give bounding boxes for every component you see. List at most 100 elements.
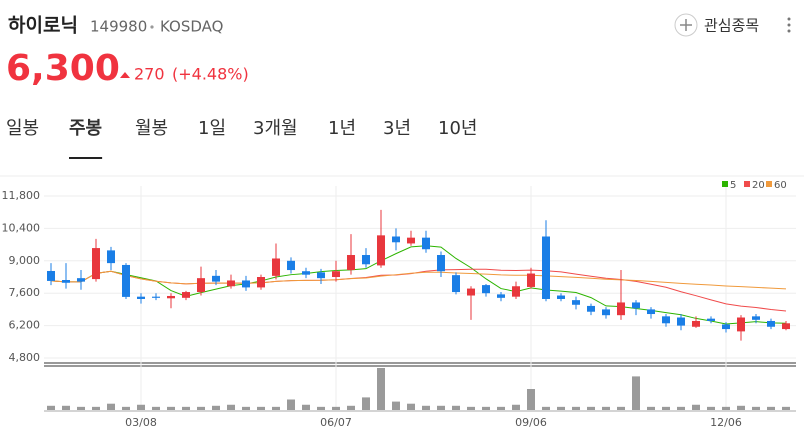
tab[interactable]: 1년 bbox=[328, 118, 356, 139]
y-tick-label: 10,400 bbox=[2, 221, 41, 234]
legend-label: 20 bbox=[752, 180, 765, 191]
x-tick-label: 12/06 bbox=[710, 416, 742, 429]
volume-bar bbox=[392, 401, 400, 410]
candle-body bbox=[362, 255, 370, 265]
candle-body bbox=[647, 309, 655, 315]
volume-bar bbox=[347, 405, 355, 410]
volume-bar bbox=[737, 405, 745, 410]
candle-body bbox=[572, 300, 580, 305]
candle-body bbox=[737, 317, 745, 332]
stock-code: 149980 bbox=[90, 18, 147, 36]
candle-body bbox=[197, 278, 205, 293]
tab[interactable]: 1일 bbox=[198, 118, 226, 139]
volume-bar bbox=[602, 406, 610, 410]
plus bbox=[680, 19, 692, 31]
change-pct: (+4.48%) bbox=[172, 65, 249, 84]
candle-body bbox=[302, 271, 310, 275]
volume-bar bbox=[692, 404, 700, 410]
y-tick-label: 6,200 bbox=[9, 319, 41, 332]
moving-average bbox=[50, 268, 787, 312]
dot bbox=[150, 25, 154, 29]
candle-body bbox=[77, 278, 85, 282]
candle-body bbox=[332, 271, 340, 277]
candle-body bbox=[242, 280, 250, 288]
tab[interactable]: 3개월 bbox=[253, 118, 298, 139]
volume-bar bbox=[452, 405, 460, 410]
y-tick-label: 7,600 bbox=[9, 286, 41, 299]
candle-body bbox=[662, 316, 670, 324]
y-tick-label: 11,800 bbox=[2, 189, 41, 202]
candle-body bbox=[182, 292, 190, 298]
candle-body bbox=[452, 275, 460, 293]
volume-bar bbox=[662, 406, 670, 410]
volume-bar bbox=[752, 406, 760, 410]
volume-bar bbox=[227, 404, 235, 410]
volume-bar bbox=[557, 406, 565, 410]
candle-body bbox=[722, 324, 730, 330]
x-tick-label: 03/08 bbox=[125, 416, 157, 429]
candle-body bbox=[422, 237, 430, 250]
y-tick-label: 9,000 bbox=[9, 254, 41, 267]
candle-body bbox=[62, 280, 70, 283]
candle-body bbox=[632, 302, 640, 309]
tab[interactable]: 10년 bbox=[438, 118, 477, 139]
candle-body bbox=[707, 318, 715, 321]
volume-bar bbox=[107, 403, 115, 410]
volume-bar bbox=[62, 405, 70, 410]
candle-body bbox=[317, 272, 325, 279]
volume-bar bbox=[272, 406, 280, 410]
candle-body bbox=[407, 237, 415, 244]
change: 270 bbox=[134, 65, 165, 84]
volume-bar bbox=[707, 406, 715, 410]
volume-bar bbox=[512, 404, 520, 410]
volume-bar bbox=[722, 406, 730, 410]
volume-bar bbox=[167, 406, 175, 410]
candle-body bbox=[272, 258, 280, 276]
more-button[interactable] bbox=[787, 17, 791, 33]
volume-bar bbox=[377, 368, 385, 410]
candle-body bbox=[212, 275, 220, 282]
candle-body bbox=[437, 255, 445, 272]
stock-market: KOSDAQ bbox=[160, 18, 223, 36]
moving-average bbox=[50, 270, 787, 290]
volume-bar bbox=[152, 406, 160, 410]
volume-bar bbox=[542, 406, 550, 410]
candle-body bbox=[377, 235, 385, 266]
candle-body bbox=[557, 295, 565, 299]
tab[interactable]: 일봉 bbox=[6, 118, 39, 139]
y-tick-label: 4,800 bbox=[9, 351, 41, 364]
candle-body bbox=[227, 280, 235, 287]
candle-body bbox=[152, 296, 160, 298]
volume-bar bbox=[317, 406, 325, 410]
candle-body bbox=[602, 309, 610, 316]
candle-body bbox=[782, 323, 790, 330]
volume-bar bbox=[422, 405, 430, 410]
volume-bar bbox=[587, 406, 595, 410]
watch-button[interactable]: 관심종목 bbox=[674, 13, 759, 37]
legend-label: 5 bbox=[730, 180, 736, 191]
candle-body bbox=[752, 316, 760, 320]
tab[interactable]: 주봉 bbox=[69, 118, 102, 139]
tab[interactable]: 월봉 bbox=[135, 118, 168, 139]
tab[interactable]: 3년 bbox=[383, 118, 411, 139]
legend-swatch bbox=[766, 181, 772, 187]
plot-frame bbox=[44, 186, 796, 412]
volume-bar bbox=[647, 406, 655, 410]
volume-bar bbox=[782, 406, 790, 410]
volume-bar bbox=[572, 406, 580, 410]
candle-body bbox=[92, 248, 100, 280]
volume-bar bbox=[767, 406, 775, 410]
legend-swatch bbox=[744, 181, 750, 187]
candle-body bbox=[692, 320, 700, 327]
legend-label: 60 bbox=[774, 180, 787, 191]
volume-bar bbox=[242, 406, 250, 410]
candle-body bbox=[467, 288, 475, 296]
candle-body bbox=[287, 260, 295, 271]
candle-body bbox=[677, 317, 685, 326]
candle-body bbox=[497, 294, 505, 298]
volume-bar bbox=[407, 403, 415, 410]
volume-bar bbox=[257, 406, 265, 410]
volume-bar bbox=[197, 406, 205, 410]
volume-bar bbox=[302, 404, 310, 410]
candle-body bbox=[122, 264, 130, 297]
